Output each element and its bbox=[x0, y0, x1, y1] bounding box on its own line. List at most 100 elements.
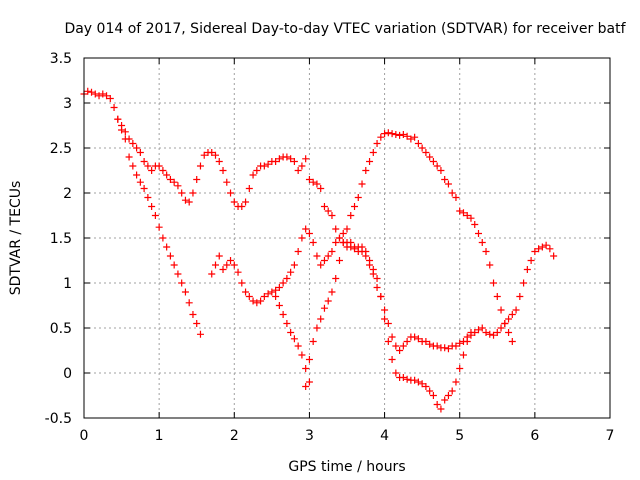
data-point bbox=[531, 248, 539, 255]
data-point bbox=[441, 176, 449, 183]
data-point bbox=[482, 329, 490, 336]
data-point bbox=[508, 311, 516, 318]
data-point bbox=[170, 261, 178, 269]
data-point bbox=[399, 131, 407, 138]
data-point bbox=[185, 299, 193, 307]
plot-frame bbox=[83, 57, 611, 419]
data-point bbox=[456, 339, 464, 347]
data-point bbox=[125, 135, 133, 143]
x-tick-label: 2 bbox=[230, 428, 239, 444]
data-point bbox=[384, 320, 392, 327]
data-point bbox=[411, 133, 419, 141]
data-point bbox=[414, 378, 422, 386]
data-point bbox=[362, 252, 370, 260]
data-point bbox=[208, 149, 216, 156]
data-point bbox=[166, 176, 174, 183]
data-point bbox=[407, 135, 415, 143]
x-tick-label: 3 bbox=[305, 428, 314, 444]
x-tick-label: 6 bbox=[530, 428, 539, 444]
data-point bbox=[328, 212, 336, 219]
data-point bbox=[490, 279, 498, 287]
data-point bbox=[170, 178, 178, 186]
data-point bbox=[242, 288, 250, 296]
data-point bbox=[373, 284, 381, 291]
data-point bbox=[433, 401, 441, 408]
data-point bbox=[264, 290, 272, 298]
data-point bbox=[399, 374, 407, 381]
data-point bbox=[95, 92, 103, 100]
data-point bbox=[159, 167, 167, 174]
data-point bbox=[467, 214, 475, 222]
data-point bbox=[463, 212, 471, 219]
data-point bbox=[260, 162, 268, 170]
data-point bbox=[163, 243, 171, 251]
data-point bbox=[242, 198, 250, 206]
data-point bbox=[196, 330, 204, 338]
data-point bbox=[414, 140, 422, 147]
series-trace-3 bbox=[208, 225, 475, 413]
data-point bbox=[418, 144, 426, 152]
data-series bbox=[80, 87, 558, 413]
data-point bbox=[392, 369, 400, 377]
data-point bbox=[234, 268, 242, 276]
data-point bbox=[305, 230, 313, 237]
data-point bbox=[133, 144, 141, 152]
data-point bbox=[298, 234, 306, 242]
data-point bbox=[212, 151, 219, 159]
data-point bbox=[505, 329, 513, 336]
data-point bbox=[103, 92, 111, 100]
data-point bbox=[328, 288, 336, 296]
data-point bbox=[298, 162, 306, 170]
data-point bbox=[178, 189, 186, 197]
y-tick-label: 2.5 bbox=[50, 141, 72, 157]
data-point bbox=[163, 171, 171, 179]
data-point bbox=[313, 252, 321, 260]
series-trace-1 bbox=[80, 87, 204, 338]
data-point bbox=[426, 340, 434, 348]
data-point bbox=[275, 302, 283, 309]
data-point bbox=[140, 185, 148, 192]
data-point bbox=[136, 149, 144, 156]
data-point bbox=[227, 257, 235, 264]
data-point bbox=[275, 284, 283, 291]
data-point bbox=[444, 180, 452, 188]
data-point bbox=[347, 239, 355, 246]
data-point bbox=[467, 329, 475, 336]
data-point bbox=[527, 257, 535, 264]
data-point bbox=[249, 171, 257, 179]
data-point bbox=[381, 315, 389, 323]
data-point bbox=[508, 338, 516, 345]
data-point bbox=[388, 333, 396, 341]
data-point bbox=[463, 338, 471, 345]
data-point bbox=[144, 194, 152, 201]
x-tick-label: 0 bbox=[80, 428, 89, 444]
data-point bbox=[283, 320, 291, 327]
data-point bbox=[335, 257, 343, 264]
data-point bbox=[193, 320, 201, 327]
data-point bbox=[351, 203, 359, 210]
data-point bbox=[279, 279, 287, 287]
data-point bbox=[482, 248, 490, 255]
data-point bbox=[287, 268, 295, 276]
data-point bbox=[264, 160, 272, 168]
data-point bbox=[290, 158, 298, 165]
data-point bbox=[118, 122, 126, 129]
data-point bbox=[478, 324, 486, 332]
data-point bbox=[448, 387, 456, 395]
data-point bbox=[433, 342, 441, 350]
data-point bbox=[399, 342, 407, 350]
data-point bbox=[272, 158, 280, 165]
data-point bbox=[302, 155, 310, 163]
data-point bbox=[403, 375, 411, 383]
data-point bbox=[396, 131, 404, 139]
data-point bbox=[309, 338, 317, 345]
data-point bbox=[185, 198, 193, 206]
data-point bbox=[133, 171, 141, 179]
data-point bbox=[287, 329, 295, 336]
series-trace-5 bbox=[302, 129, 516, 390]
data-point bbox=[290, 335, 298, 343]
data-point bbox=[414, 335, 422, 343]
y-tick-label: 0.5 bbox=[50, 321, 72, 337]
data-point bbox=[332, 225, 340, 233]
